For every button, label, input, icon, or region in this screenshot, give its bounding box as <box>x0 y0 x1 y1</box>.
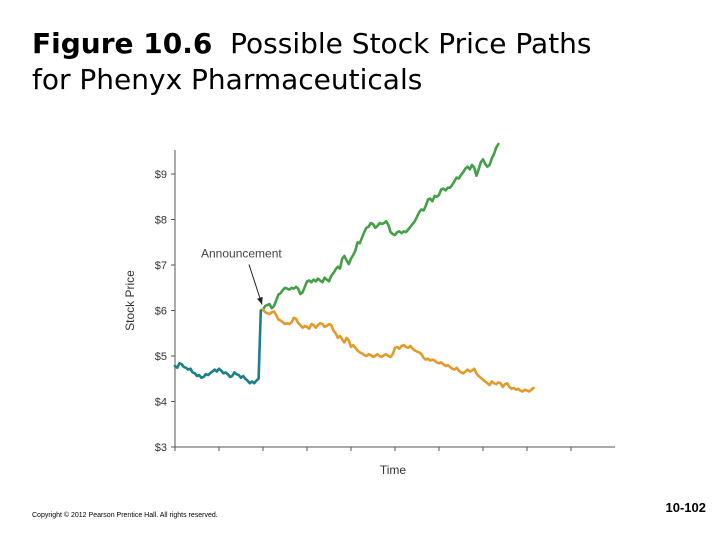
slide-title: Figure 10.6 Possible Stock Price Paths f… <box>32 26 702 98</box>
series-line-1 <box>261 142 500 311</box>
annotation-label: Announcement <box>201 247 282 261</box>
axes: $3 $4 $5 $6 $7 $8 $9 Time Stock Price <box>123 150 615 477</box>
y-axis-label: Stock Price <box>123 270 137 331</box>
y-tick-label: $7 <box>155 260 167 272</box>
series-line-2 <box>261 308 535 393</box>
y-tick-label: $5 <box>155 351 167 363</box>
figure-title: Possible Stock Price Paths <box>230 27 592 60</box>
series-lines <box>173 142 535 393</box>
y-tick-label: $8 <box>155 215 167 227</box>
figure-number: Figure 10.6 <box>32 27 213 60</box>
annotation-arrow-line <box>248 264 263 305</box>
series-line-0 <box>173 308 265 385</box>
y-tick-label: $4 <box>155 397 167 409</box>
y-tick-label: $3 <box>155 442 167 454</box>
x-axis-label: Time <box>380 463 407 477</box>
y-tick-label: $6 <box>155 306 167 318</box>
page-number: 10-102 <box>665 500 706 515</box>
annotation-arrowhead <box>257 296 263 305</box>
y-tick-label: $9 <box>155 169 167 181</box>
figure-title-line2: for Phenyx Pharmaceuticals <box>32 63 423 96</box>
copyright-notice: Copyright © 2012 Pearson Prentice Hall. … <box>32 512 218 519</box>
annotation: Announcement <box>201 247 282 305</box>
